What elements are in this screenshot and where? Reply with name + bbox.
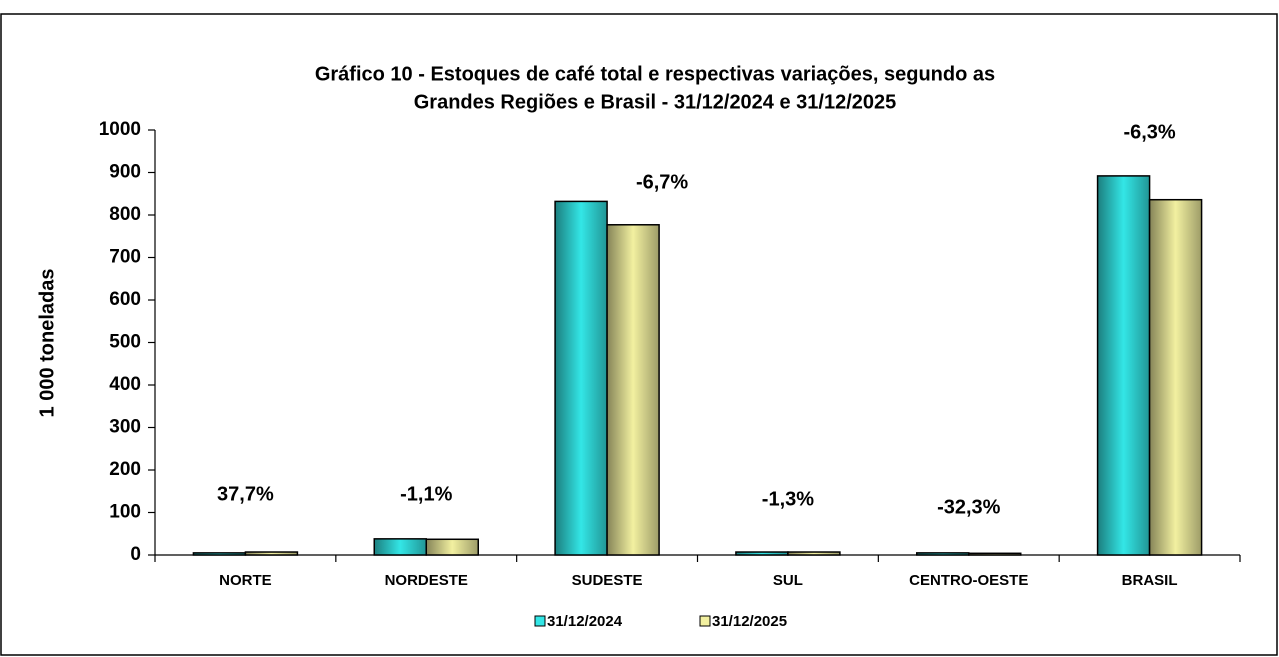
y-axis-label: 1 000 toneladas (36, 269, 58, 418)
bar-shade (606, 224, 660, 556)
x-tick-label: SUL (773, 572, 803, 589)
y-tick-label: 300 (109, 417, 141, 438)
bar-shade (968, 552, 1022, 556)
x-tick-label: NORTE (219, 572, 272, 589)
y-tick-label: 0 (130, 544, 141, 565)
y-tick-label: 1000 (99, 119, 141, 140)
chart-title: Gráfico 10 - Estoques de café total e re… (315, 63, 995, 85)
bar-shade (1148, 198, 1203, 556)
chart-title: Grandes Regiões e Brasil - 31/12/2024 e … (414, 91, 897, 113)
x-tick-label: NORDESTE (385, 572, 468, 589)
bar-shade (787, 551, 841, 556)
annotation: 37,7% (217, 483, 274, 505)
bar-shade (916, 552, 970, 556)
annotation: -1,1% (400, 483, 452, 505)
legend-label: 31/12/2024 (547, 613, 623, 630)
y-tick-label: 700 (109, 247, 141, 268)
bar-shade (192, 552, 247, 556)
annotation: -1,3% (762, 488, 814, 510)
annotation: -6,3% (1123, 121, 1175, 143)
legend-swatch (699, 615, 711, 627)
bar-shade (244, 551, 299, 556)
bar-shade (554, 200, 608, 556)
annotation: -32,3% (937, 496, 1001, 518)
chart-frame (0, 13, 1278, 656)
y-tick-label: 200 (109, 459, 141, 480)
y-tick-label: 500 (109, 332, 141, 353)
bar-shade (373, 538, 427, 556)
x-tick-label: SUDESTE (572, 572, 643, 589)
legend-label: 31/12/2025 (712, 613, 787, 630)
x-tick-label: BRASIL (1122, 572, 1178, 589)
y-tick-label: 800 (109, 204, 141, 225)
y-tick-label: 400 (109, 374, 141, 395)
annotation: -6,7% (636, 171, 688, 193)
y-tick-label: 100 (109, 502, 141, 523)
y-tick-label: 900 (109, 162, 141, 183)
bar-shade (1096, 175, 1151, 556)
y-tick-label: 600 (109, 289, 141, 310)
legend-swatch (534, 615, 546, 627)
bar-shade (735, 551, 789, 556)
bar-shade (425, 538, 479, 556)
x-tick-label: CENTRO-OESTE (909, 572, 1028, 589)
